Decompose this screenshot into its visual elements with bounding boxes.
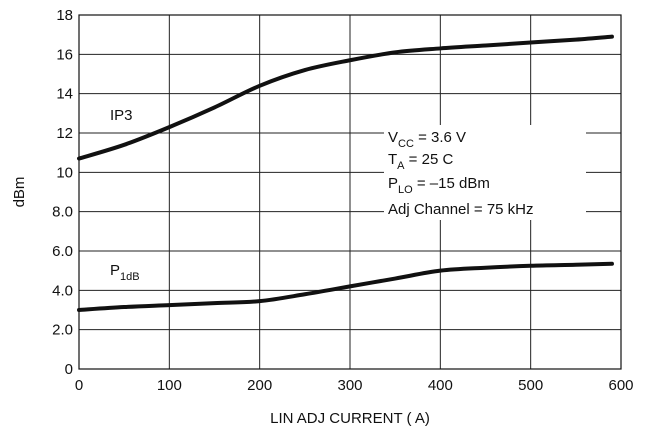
y-tick-label: 16	[56, 46, 73, 63]
x-tick-label: 400	[428, 377, 453, 394]
x-tick-label: 0	[75, 377, 83, 394]
y-axis-label: dBm	[11, 177, 28, 208]
y-tick-label: 14	[56, 86, 73, 103]
y-tick-label: 6.0	[52, 243, 73, 260]
x-tick-label: 600	[608, 377, 633, 394]
condition-plo: PLO = –15 dBm	[388, 175, 490, 196]
y-tick-label: 0	[65, 361, 73, 378]
series-lines	[77, 34, 614, 312]
condition-ta: TA = 25 C	[388, 151, 453, 172]
y-tick-label: 18	[56, 7, 73, 24]
p1db-curve-label: P1dB	[110, 262, 140, 283]
plot-frame	[78, 14, 622, 370]
conditions-box	[384, 125, 586, 220]
series-line-p1db	[77, 261, 614, 312]
p1db-label-sub: 1dB	[120, 271, 140, 283]
y-tick-label: 8.0	[52, 204, 73, 221]
y-tick-label: 10	[56, 164, 73, 181]
x-axis-label: LIN ADJ CURRENT ( A)	[270, 410, 430, 427]
x-tick-label: 200	[247, 377, 272, 394]
condition-vcc: VCC = 3.6 V	[388, 129, 466, 150]
x-tick-label: 300	[337, 377, 362, 394]
p1db-label-main: P	[110, 262, 120, 279]
x-tick-label: 500	[518, 377, 543, 394]
x-tick-label: 100	[157, 377, 182, 394]
series-line-ip3	[77, 34, 614, 161]
y-tick-label: 4.0	[52, 282, 73, 299]
ip3-curve-label: IP3	[110, 107, 133, 124]
y-tick-label: 12	[56, 125, 73, 142]
tick-labels: 0 100 200 300 400 500 600 0 2.0 4.0 6.0 8.0 10 12 14 16…	[52, 7, 633, 394]
y-tick-label: 2.0	[52, 322, 73, 339]
condition-adj-channel: Adj Channel = 75 kHz	[388, 201, 534, 218]
